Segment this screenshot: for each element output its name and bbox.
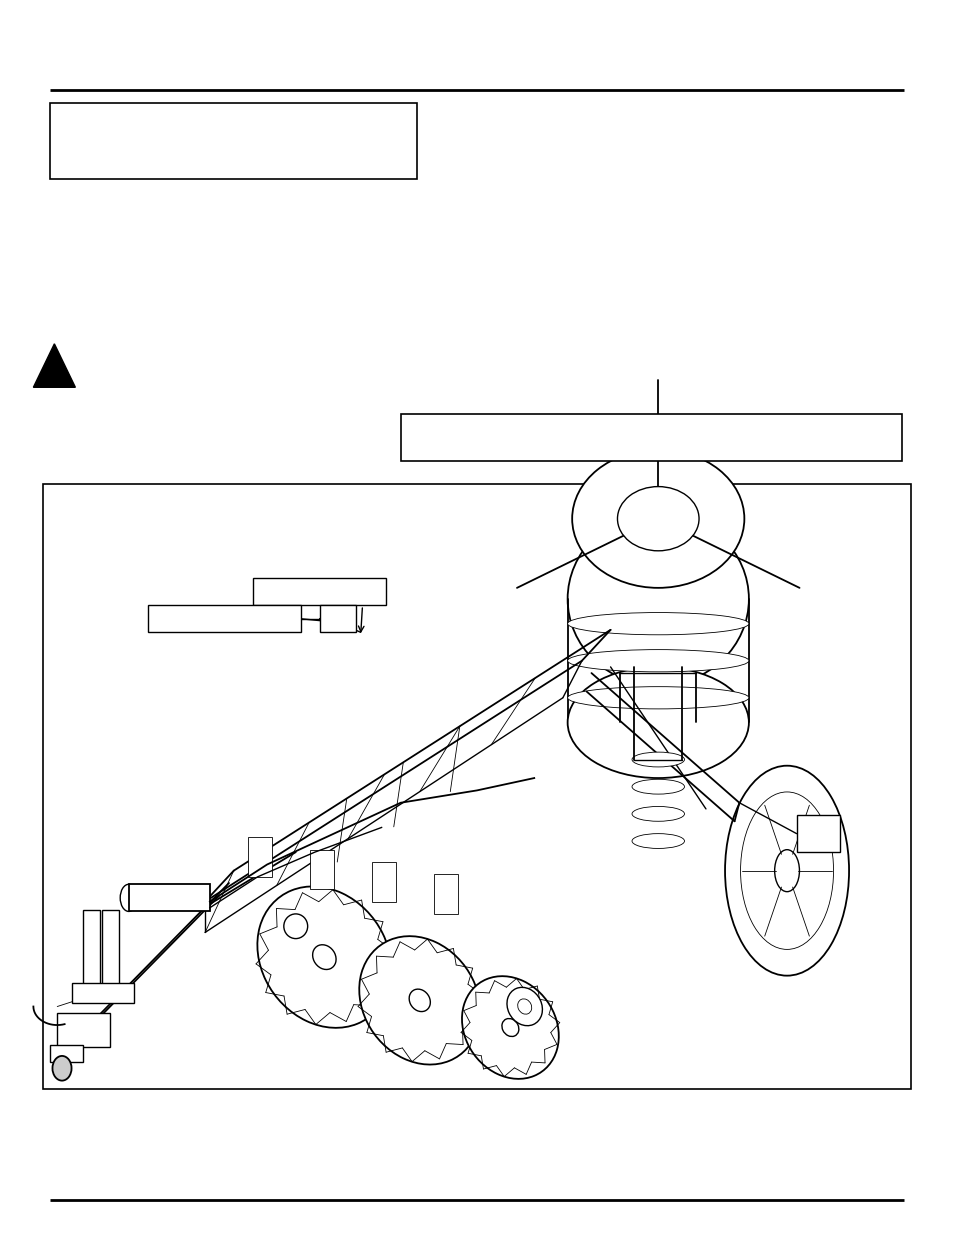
Ellipse shape bbox=[567, 667, 748, 778]
Ellipse shape bbox=[567, 613, 748, 635]
Ellipse shape bbox=[572, 450, 743, 588]
Bar bbox=[148, 605, 300, 632]
Bar bbox=[310, 850, 334, 889]
Bar bbox=[434, 874, 457, 914]
Ellipse shape bbox=[631, 806, 683, 821]
Bar bbox=[57, 1013, 110, 1047]
Ellipse shape bbox=[283, 914, 307, 939]
Ellipse shape bbox=[120, 884, 137, 911]
Ellipse shape bbox=[774, 850, 799, 892]
Polygon shape bbox=[33, 343, 75, 388]
Bar bbox=[372, 862, 395, 902]
Ellipse shape bbox=[724, 766, 848, 976]
Bar bbox=[319, 605, 355, 632]
Bar bbox=[248, 837, 272, 877]
Bar bbox=[71, 983, 133, 1003]
Ellipse shape bbox=[567, 650, 748, 672]
Bar bbox=[400, 414, 901, 461]
Ellipse shape bbox=[313, 945, 335, 969]
Circle shape bbox=[52, 1056, 71, 1081]
Ellipse shape bbox=[506, 987, 542, 1026]
Ellipse shape bbox=[409, 989, 430, 1011]
Bar bbox=[253, 578, 386, 605]
Ellipse shape bbox=[501, 1019, 518, 1036]
Ellipse shape bbox=[461, 976, 558, 1079]
Bar bbox=[43, 484, 910, 1089]
Bar bbox=[50, 103, 416, 179]
Bar bbox=[129, 884, 210, 911]
Ellipse shape bbox=[517, 999, 531, 1014]
Ellipse shape bbox=[740, 792, 833, 950]
Ellipse shape bbox=[631, 752, 683, 767]
Ellipse shape bbox=[359, 936, 479, 1065]
Ellipse shape bbox=[567, 687, 748, 709]
Bar bbox=[83, 910, 100, 990]
Ellipse shape bbox=[567, 513, 748, 685]
Ellipse shape bbox=[631, 834, 683, 848]
Ellipse shape bbox=[617, 487, 699, 551]
Ellipse shape bbox=[631, 779, 683, 794]
Bar bbox=[102, 910, 119, 990]
Bar bbox=[796, 815, 839, 852]
Ellipse shape bbox=[257, 887, 391, 1028]
Bar bbox=[50, 1045, 83, 1062]
